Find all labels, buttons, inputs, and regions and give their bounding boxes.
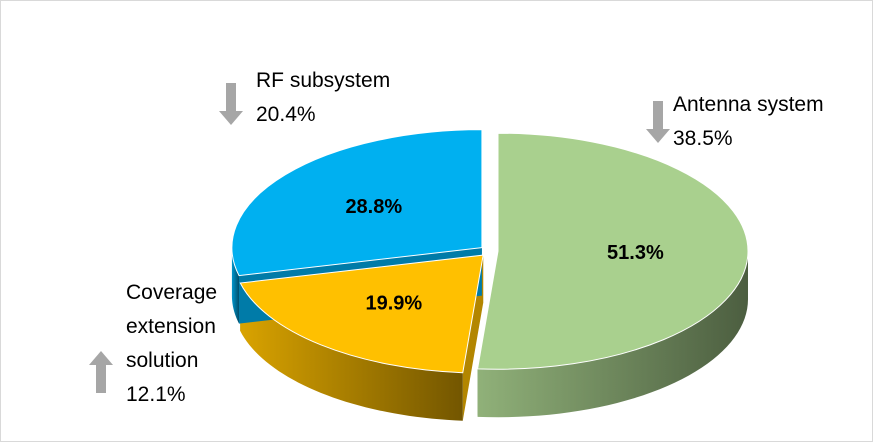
slice [231,129,483,277]
annotation: RF subsystem 20.4% [256,64,390,132]
slice-value-label: 19.9% [365,293,422,315]
slice-side [231,247,240,324]
category-label: Coverage extension solution [126,281,218,372]
category-label: RF subsystem [256,69,391,92]
slice-side [240,283,463,421]
annotation: Coverage extension solution 12.1% [126,276,241,412]
slice [477,132,749,370]
slice-value-label: 51.3% [607,242,664,264]
annotation: Antenna system 38.5% [673,88,824,156]
slice-side [477,251,748,418]
change-arrow [219,83,243,125]
change-label: 12.1% [126,383,186,406]
change-arrow [89,351,113,393]
change-arrow [646,101,670,143]
change-label: 38.5% [673,127,733,150]
slice [239,254,484,374]
change-label: 20.4% [256,103,316,126]
slice-value-label: 28.8% [345,196,402,218]
category-label: Antenna system [673,93,824,116]
